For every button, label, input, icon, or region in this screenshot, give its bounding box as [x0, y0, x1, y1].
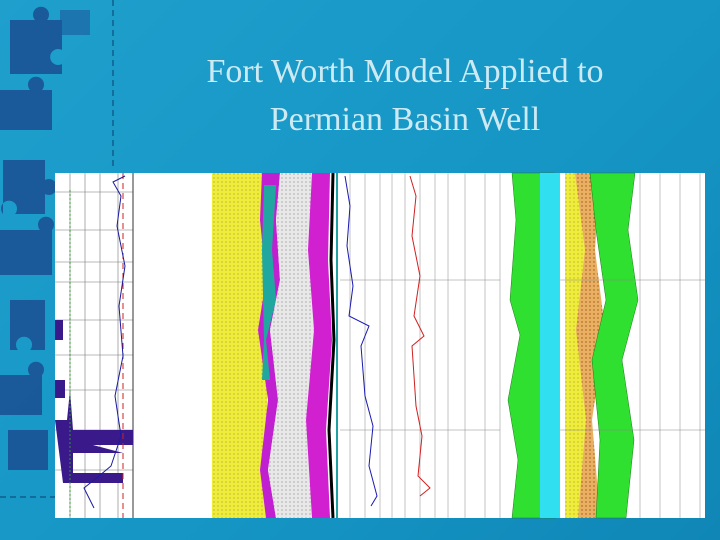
well-log — [55, 172, 705, 519]
slide-title: Permian Basin Well — [269, 101, 541, 138]
puzzle-pieces — [0, 6, 90, 470]
slide-title: Fort Worth Model Applied to — [206, 53, 604, 90]
